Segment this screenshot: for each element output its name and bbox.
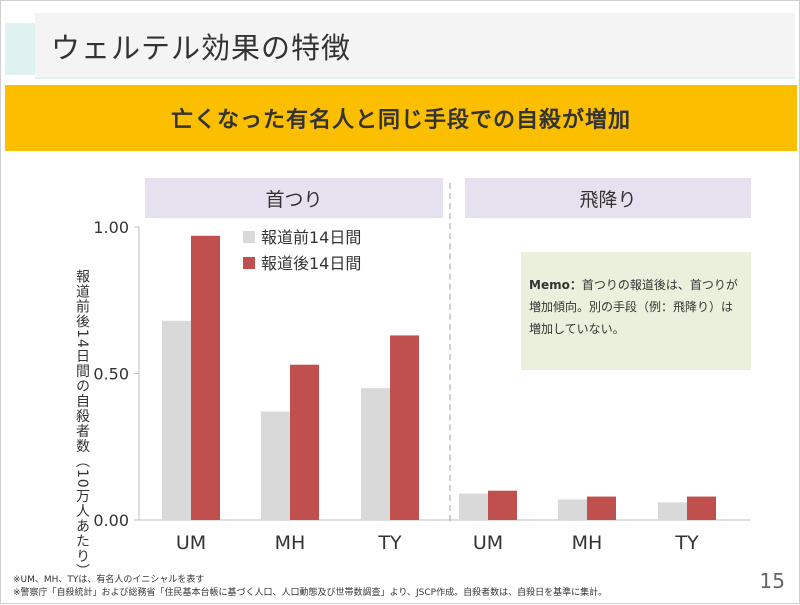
x-category-label: UM [176,532,206,554]
headline-banner: 亡くなった有名人と同じ手段での自殺が増加 [5,85,797,151]
x-category-label: UM [473,532,503,554]
bar-before [658,502,687,520]
y-tick-label: 1.00 [93,218,129,237]
bar-after [290,364,319,520]
bar-after [587,496,616,520]
bar-after [390,335,419,520]
legend-label: 報道後14日間 [261,254,361,273]
legend-swatch [243,231,255,243]
legend-label: 報道前14日間 [261,228,361,247]
bar-after [191,235,220,521]
bar-before [459,493,488,520]
bar-before [162,320,191,520]
group-divider [449,183,451,521]
x-category-label: TY [377,532,402,554]
x-category-label: MH [572,532,603,554]
memo-label: Memo： [529,278,582,292]
bar-before [361,388,390,520]
footnote-initials: ※UM、MH、TYは、有名人のイニシャルを表す [13,575,205,585]
title-box [35,13,795,77]
title-underline [35,77,795,79]
headline-text: 亡くなった有名人と同じ手段での自殺が増加 [170,108,631,133]
group-header-jumping: 飛降り [465,178,751,218]
y-tick-label: 0.00 [93,511,129,530]
footnote-source: ※警察庁「自殺統計」および総務省「住民基本台帳に基づく人口、人口動態及び世帯数調… [13,588,608,598]
legend-swatch [243,257,255,269]
memo-box: Memo：首つりの報道後は、首つりが増加傾向。別の手段（例：飛降り）は増加してい… [521,252,751,370]
bar-before [558,499,587,520]
x-category-label: MH [275,532,306,554]
bar-before [261,411,290,520]
memo-text: 首つりの報道後は、首つりが増加傾向。別の手段（例：飛降り）は増加していない。 [529,278,738,336]
x-category-label: TY [674,532,699,554]
slide-title: ウェルテル効果の特徴 [51,31,352,65]
bar-after [687,496,716,520]
bar-after [488,490,517,520]
y-axis-label: 報道前後14日間の自殺者数（10万人あたり） [74,269,90,579]
title-accent [5,23,35,75]
y-tick-label: 0.50 [93,365,129,384]
group-header-hanging: 首つり [145,178,443,218]
page-number: 15 [759,569,785,593]
